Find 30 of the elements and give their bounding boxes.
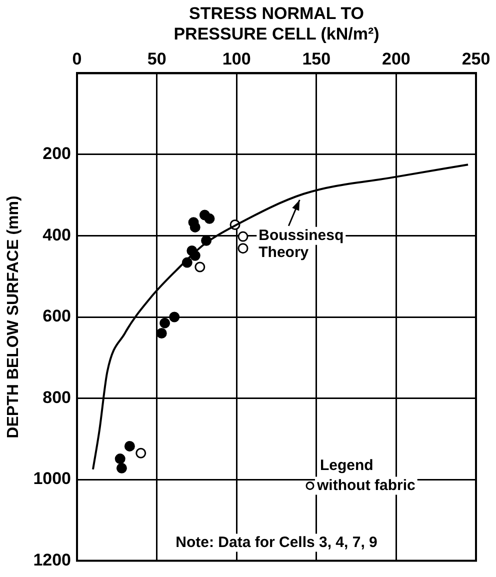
- y-tick-label: 400: [42, 225, 72, 244]
- x-tick-label: 0: [72, 50, 82, 69]
- y-tick-label: 800: [42, 388, 72, 407]
- legend-label: without fabric: [316, 476, 416, 494]
- point: [238, 231, 248, 242]
- point: [116, 462, 127, 474]
- point: [160, 318, 170, 328]
- point: [124, 440, 135, 452]
- y-tick-label: 1000: [33, 469, 72, 488]
- legend-title: Legend: [320, 456, 374, 474]
- annotation: Note: Data for Cells 3, 4, 7, 9: [176, 534, 378, 551]
- x-tick-label: 50: [147, 50, 166, 69]
- y-tick-label: 1200: [33, 550, 72, 570]
- point: [136, 448, 146, 458]
- x-tick-label: 150: [302, 50, 331, 69]
- point: [114, 454, 126, 464]
- y-axis-title: DEPTH BELOW SURFACE (mm): [5, 196, 22, 438]
- point: [238, 243, 248, 254]
- point: [156, 328, 167, 339]
- point: [204, 213, 215, 224]
- series-label: Boussinesq Theory: [258, 227, 344, 262]
- point: [169, 312, 180, 322]
- point: [190, 222, 200, 232]
- x-tick-label: 200: [382, 50, 410, 69]
- point: [194, 262, 206, 272]
- x-tick-label: 100: [222, 50, 251, 69]
- y-tick-label: 200: [42, 144, 72, 164]
- y-tick-label: 600: [42, 306, 72, 326]
- x-tick-label: 250: [462, 50, 490, 69]
- x-axis-title: STRESS NORMAL TO PRESSURE CELL (kN/m²): [174, 4, 380, 44]
